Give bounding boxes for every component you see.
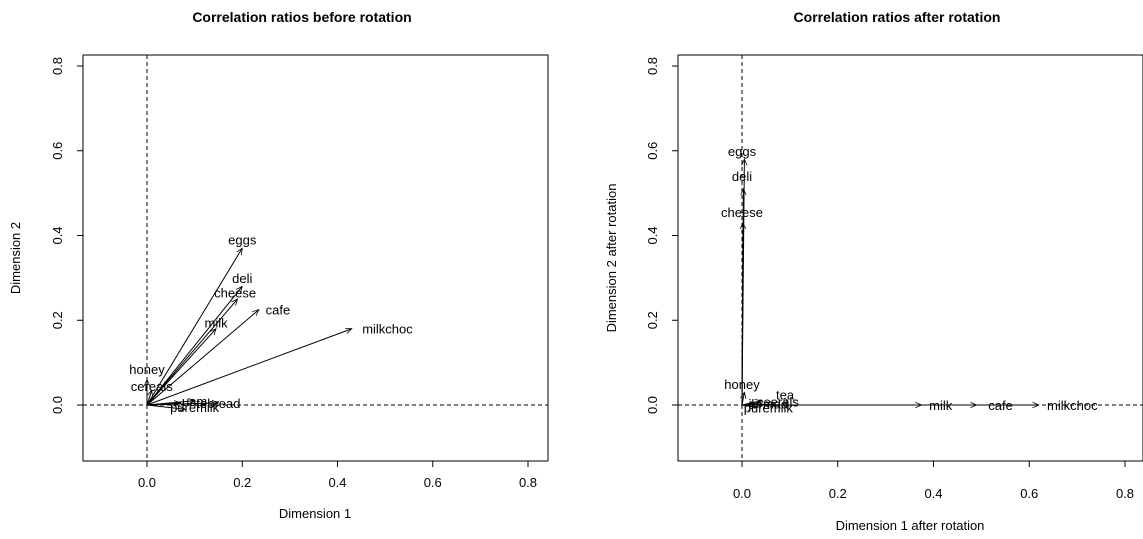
y-axis-ticks: 0.0 0.2 0.4 0.6 0.8 — [50, 57, 83, 414]
y-tick-label: 0.0 — [50, 396, 65, 414]
y-tick-label: 0.6 — [50, 142, 65, 160]
point-label: tea — [776, 387, 795, 402]
y-tick-label: 0.6 — [645, 142, 660, 160]
point-label: cheese — [214, 286, 256, 301]
y-axis-ticks: 0.0 0.2 0.4 0.6 0.8 — [645, 57, 678, 414]
x-tick-label: 0.0 — [138, 475, 156, 490]
arrow-puremilk — [741, 405, 756, 407]
chart-after-rotation: Correlation ratios after rotation Dimens… — [604, 9, 1143, 533]
y-tick-label: 0.8 — [645, 57, 660, 75]
arrow-cafe — [146, 310, 259, 406]
point-labels: eggs deli cheese honey teaceeralsjbrmadpurem… — [721, 144, 1098, 416]
arrows — [147, 248, 352, 409]
x-tick-label: 0.4 — [328, 475, 346, 490]
point-label: milkchoc — [362, 322, 413, 337]
point-label: cafe — [266, 303, 291, 318]
arrow-eggs — [146, 248, 242, 406]
y-tick-label: 0.4 — [50, 226, 65, 244]
x-axis-label: Dimension 1 — [279, 506, 351, 521]
y-tick-label: 0.4 — [645, 226, 660, 244]
y-tick-label: 0.2 — [50, 311, 65, 329]
y-tick-label: 0.0 — [645, 396, 660, 414]
arrow-deli — [146, 286, 242, 406]
x-tick-label: 0.0 — [733, 486, 751, 501]
point-label: cereals — [131, 379, 173, 394]
point-label: puremilk — [170, 400, 220, 415]
point-label: ceerals — [757, 395, 799, 410]
arrow-bread — [146, 403, 218, 405]
x-axis-ticks: 0.0 0.2 0.4 0.6 0.8 — [138, 461, 537, 490]
point-label: milk — [929, 398, 953, 413]
y-tick-label: 0.2 — [645, 311, 660, 329]
x-axis-label: Dimension 1 after rotation — [836, 518, 985, 533]
point-label: uam — [182, 394, 207, 409]
arrows — [742, 159, 1039, 407]
point-label: milk — [205, 315, 229, 330]
point-label: deli — [732, 169, 752, 184]
point-label: honey — [724, 377, 760, 392]
chart-title: Correlation ratios before rotation — [192, 9, 411, 25]
point-label: puremilk — [744, 401, 794, 416]
x-axis-ticks: 0.0 0.2 0.4 0.6 0.8 — [733, 461, 1134, 501]
arrow-honey — [742, 392, 744, 406]
arrow-cheese — [742, 223, 743, 406]
point-label: eggs — [728, 144, 757, 159]
chart-title: Correlation ratios after rotation — [794, 9, 1001, 25]
chart-before-rotation: Correlation ratios before rotation Dimen… — [8, 9, 549, 521]
arrow-milkchoc — [146, 329, 352, 406]
y-axis-label: Dimension 2 — [8, 222, 23, 294]
point-label: tebread — [196, 396, 240, 411]
y-axis-label: Dimension 2 after rotation — [604, 184, 619, 333]
x-tick-label: 0.4 — [924, 486, 942, 501]
point-label: honey — [129, 362, 165, 377]
point-label: cafe — [988, 398, 1013, 413]
point-label: deli — [232, 271, 252, 286]
arrow-cereals — [146, 390, 152, 406]
x-tick-label: 0.2 — [233, 475, 251, 490]
x-tick-label: 0.6 — [1020, 486, 1038, 501]
plot-frame — [677, 54, 1143, 462]
plot-frame — [82, 54, 549, 462]
arrow-milk — [146, 329, 216, 406]
arrow-cheese — [146, 299, 237, 406]
x-tick-label: 0.8 — [1116, 486, 1134, 501]
x-tick-label: 0.6 — [424, 475, 442, 490]
point-label: milkchoc — [1047, 398, 1098, 413]
x-tick-label: 0.8 — [519, 475, 537, 490]
point-label: cheese — [721, 205, 763, 220]
y-tick-label: 0.8 — [50, 57, 65, 75]
x-tick-label: 0.2 — [829, 486, 847, 501]
point-label: eggs — [228, 233, 257, 248]
point-label: jbrmad — [747, 397, 788, 412]
arrow-puremilk — [146, 404, 185, 409]
